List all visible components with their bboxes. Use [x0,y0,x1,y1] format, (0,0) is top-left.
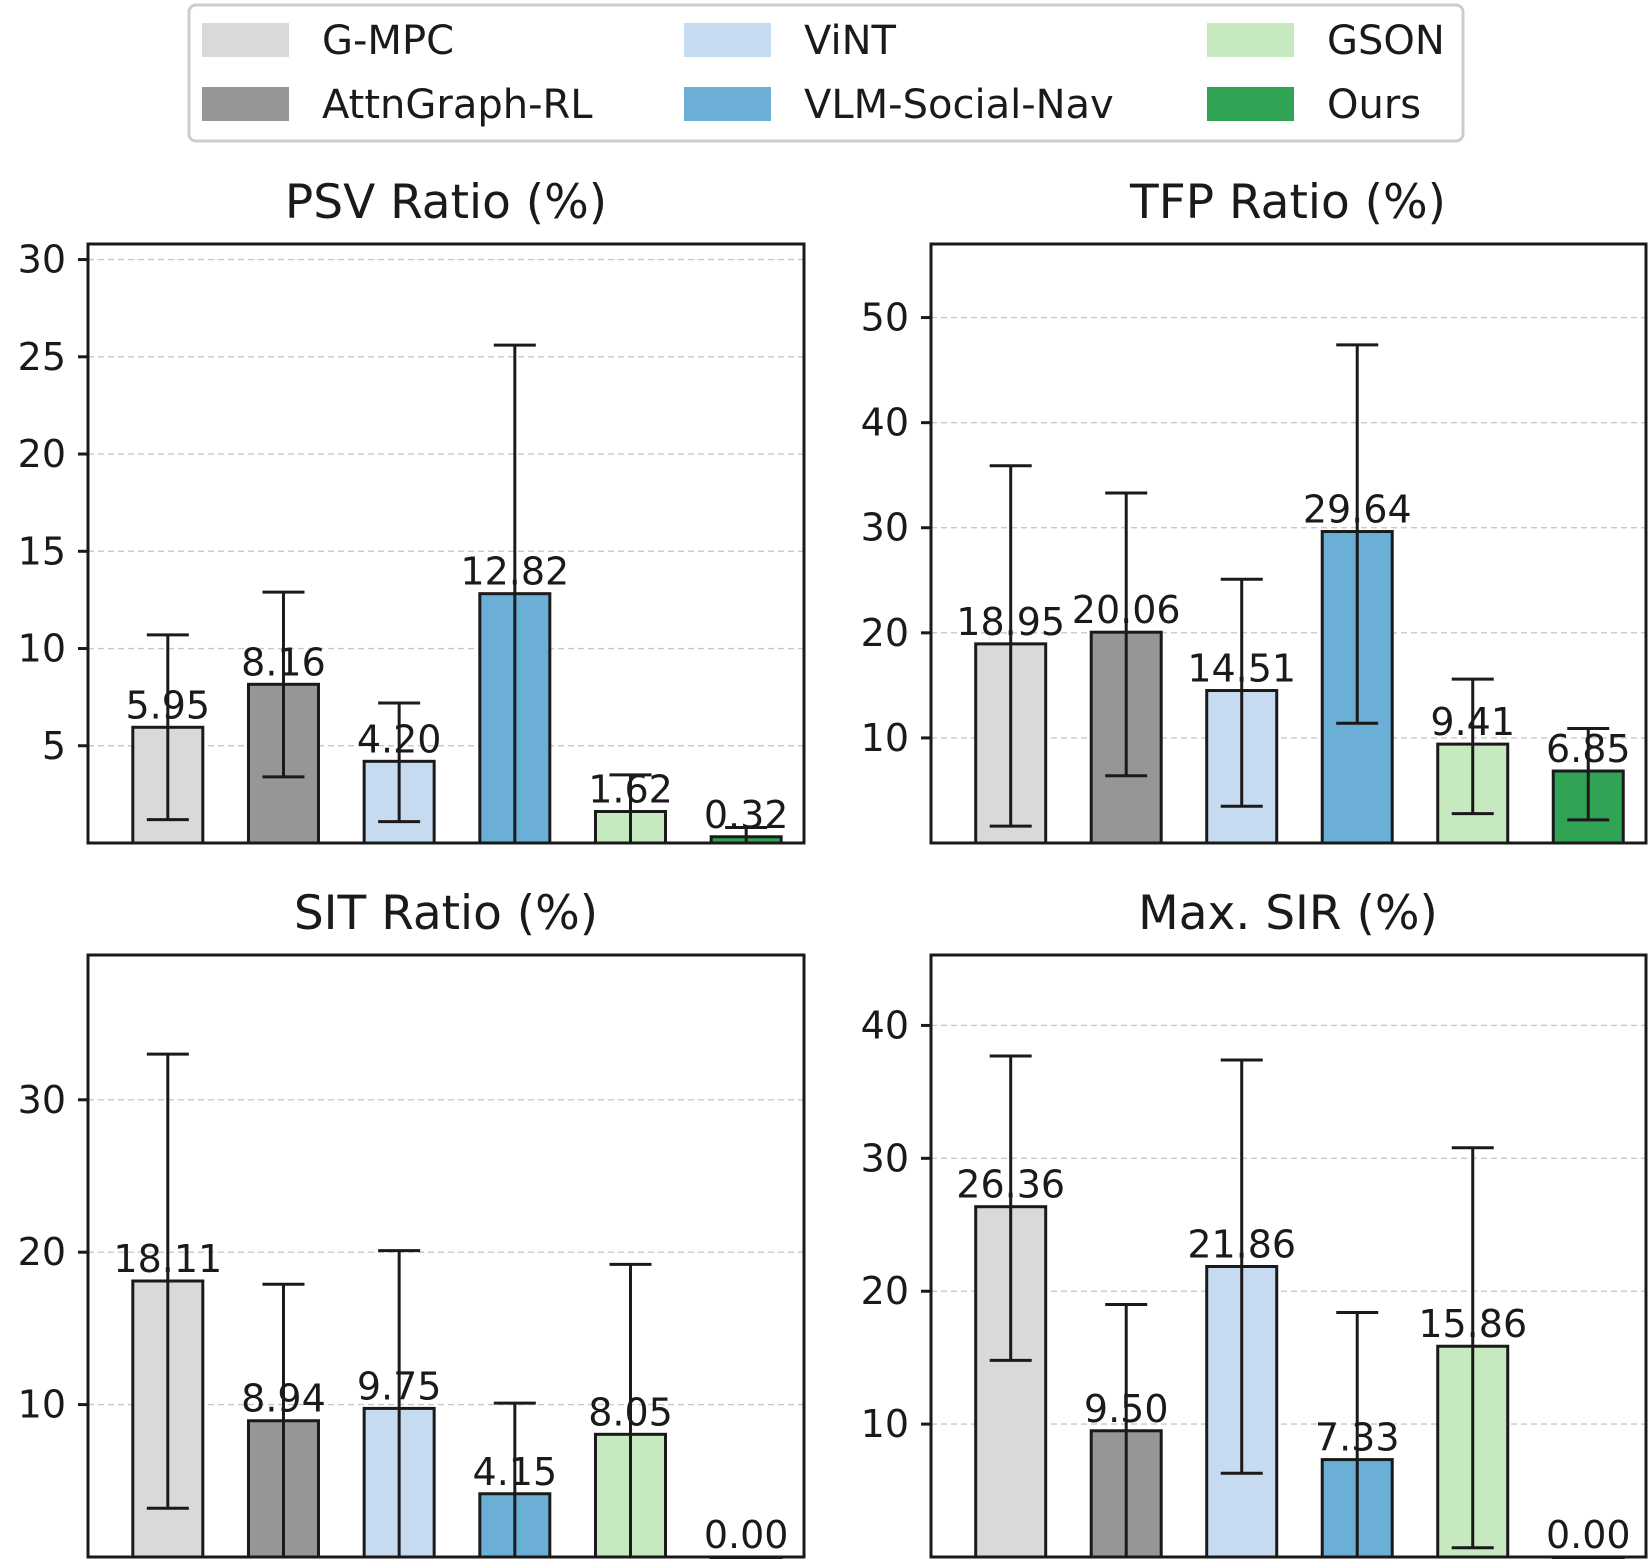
legend-label-0: G-MPC [322,18,454,64]
value-label: 6.85 [1546,727,1631,771]
error-bar [609,1262,652,1557]
y-tick-label: 40 [861,401,909,445]
legend-label-5: Ours [1327,82,1421,128]
value-label: 5.95 [126,683,211,727]
value-label: 15.86 [1418,1302,1527,1346]
error-bar [262,1282,305,1557]
y-tick-label: 30 [18,238,66,282]
chart-title-3: Max. SIR (%) [1138,886,1438,941]
value-label: 18.95 [956,600,1065,644]
legend-frame [187,3,1465,143]
error-bar [1451,677,1494,816]
value-label: 1.62 [588,767,673,811]
value-label: 9.50 [1084,1387,1169,1431]
y-tick-label: 10 [861,716,909,760]
legend-label-2: ViNT [804,18,897,64]
chart-panels: PSV Ratio (%) 5 10 15 20 25 30 5.95 8.16 4.20 12.8… [18,175,1648,1559]
value-label: 8.94 [241,1377,326,1421]
chart-panel-0: PSV Ratio (%) 5 10 15 20 25 30 5.95 8.16 4.20 12.8… [18,175,806,845]
chart-title-0: PSV Ratio (%) [285,175,607,230]
chart-panel-2: SIT Ratio (%) 10 20 30 18.11 8.94 9.75 4.15 8.05… [18,886,806,1559]
y-tick-label: 20 [861,611,909,655]
plot-frame [86,242,806,845]
value-label: 0.32 [704,793,789,837]
error-bar [378,701,421,824]
value-label: 14.51 [1187,647,1296,691]
error-bar [493,1401,536,1557]
value-label: 7.33 [1315,1416,1400,1460]
y-tick-label: 5 [42,724,66,768]
error-bar [609,773,652,843]
legend-swatch-4 [1207,23,1294,57]
value-label: 0.00 [704,1513,789,1557]
y-tick-label: 30 [861,1136,909,1180]
error-bar [1567,726,1610,822]
chart-title-1: TFP Ratio (%) [1129,175,1446,230]
y-tick-label: 10 [861,1402,909,1446]
value-label: 21.86 [1187,1222,1296,1266]
error-bar [1336,1310,1379,1557]
chart-title-2: SIT Ratio (%) [294,886,598,941]
error-bar [1451,1146,1494,1550]
error-bar [989,464,1032,828]
legend-swatch-1 [202,87,289,121]
legend-swatch-0 [202,23,289,57]
error-bar [378,1249,421,1557]
error-bar [1105,491,1148,778]
value-label: 26.36 [956,1163,1065,1207]
error-bar [493,343,536,843]
error-bar [262,590,305,779]
error-bar [1220,577,1263,808]
value-label: 4.20 [357,717,442,761]
legend-swatch-2 [684,23,771,57]
chart-panel-3: Max. SIR (%) 10 20 30 40 26.36 9.50 21.86 7.33 15… [861,886,1648,1559]
value-label: 29.64 [1303,488,1412,532]
value-label: 4.15 [473,1450,558,1494]
error-bar [146,633,189,822]
plot-frame [929,242,1648,845]
error-bar [1105,1303,1148,1557]
legend: G-MPC AttnGraph-RL ViNT VLM-Social-Nav GSON O… [187,3,1465,143]
error-bar [989,1054,1032,1362]
value-label: 0.00 [1546,1513,1631,1557]
error-bar [1220,1058,1263,1475]
y-tick-label: 10 [18,1383,66,1427]
legend-label-1: AttnGraph-RL [322,82,593,128]
y-tick-label: 20 [18,432,66,476]
value-label: 12.82 [460,550,569,594]
value-label: 9.75 [357,1364,442,1408]
value-label: 8.05 [588,1390,673,1434]
legend-label-3: VLM-Social-Nav [804,82,1114,128]
error-bar [146,1052,189,1510]
y-tick-label: 30 [861,506,909,550]
error-bar [725,825,768,843]
legend-swatch-3 [684,87,771,121]
y-tick-label: 15 [18,529,66,573]
y-tick-label: 25 [18,335,66,379]
y-tick-label: 50 [861,296,909,340]
plot-frame [929,953,1648,1559]
y-tick-label: 40 [861,1003,909,1047]
value-label: 20.06 [1072,588,1181,632]
y-tick-label: 10 [18,627,66,671]
value-label: 18.11 [113,1237,222,1281]
plot-frame [86,953,806,1559]
value-label: 8.16 [241,640,326,684]
y-tick-label: 30 [18,1078,66,1122]
y-tick-label: 20 [861,1269,909,1313]
error-bar [1336,343,1379,725]
y-tick-label: 20 [18,1230,66,1274]
legend-label-4: GSON [1327,18,1445,64]
legend-swatch-5 [1207,87,1294,121]
value-label: 9.41 [1430,700,1515,744]
